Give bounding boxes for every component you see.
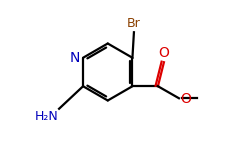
Text: O: O xyxy=(180,92,191,106)
Text: O: O xyxy=(158,46,169,60)
Text: H₂N: H₂N xyxy=(34,110,58,123)
Text: N: N xyxy=(70,51,80,65)
Text: Br: Br xyxy=(127,17,141,30)
